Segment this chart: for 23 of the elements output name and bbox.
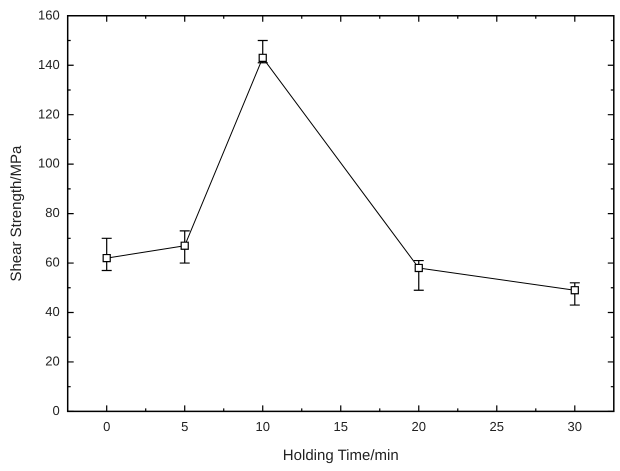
point <box>102 254 111 262</box>
point <box>570 286 579 294</box>
x-tick-label: 20 <box>412 418 426 434</box>
x-tick-label: 0 <box>103 418 110 434</box>
y-tick-label: 120 <box>38 106 60 122</box>
point <box>180 242 189 250</box>
y-tick-label: 160 <box>38 7 60 22</box>
x-axis-title: Holding Time/min <box>282 447 399 464</box>
point <box>258 54 267 62</box>
x-tick-label: 5 <box>181 418 188 434</box>
y-tick-label: 40 <box>45 304 60 320</box>
point <box>414 264 423 272</box>
x-tick-label: 15 <box>334 418 348 434</box>
y-tick-label: 60 <box>45 254 60 270</box>
y-tick-label: 80 <box>45 205 60 220</box>
y-tick-label: 0 <box>52 402 60 418</box>
x-tick-label: 30 <box>568 418 582 434</box>
y-tick-label: 140 <box>38 56 60 72</box>
y-tick-label: 20 <box>45 354 60 369</box>
x-tick-label: 25 <box>490 418 504 434</box>
x-tick-label: 10 <box>255 418 270 434</box>
y-tick-label: 100 <box>38 156 60 171</box>
y-axis-title: Shear Strength/MPa <box>8 144 26 282</box>
